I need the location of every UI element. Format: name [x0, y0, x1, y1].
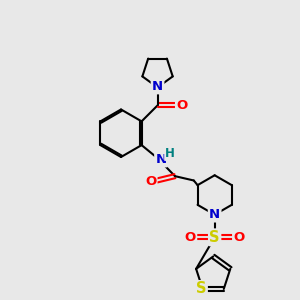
Text: N: N: [209, 208, 220, 221]
Text: N: N: [152, 80, 163, 93]
Text: S: S: [209, 230, 220, 245]
Text: O: O: [176, 99, 188, 112]
Text: O: O: [185, 231, 196, 244]
Text: N: N: [155, 153, 167, 166]
Text: O: O: [145, 176, 156, 188]
Text: S: S: [196, 281, 206, 296]
Text: O: O: [233, 231, 244, 244]
Text: H: H: [165, 147, 175, 160]
